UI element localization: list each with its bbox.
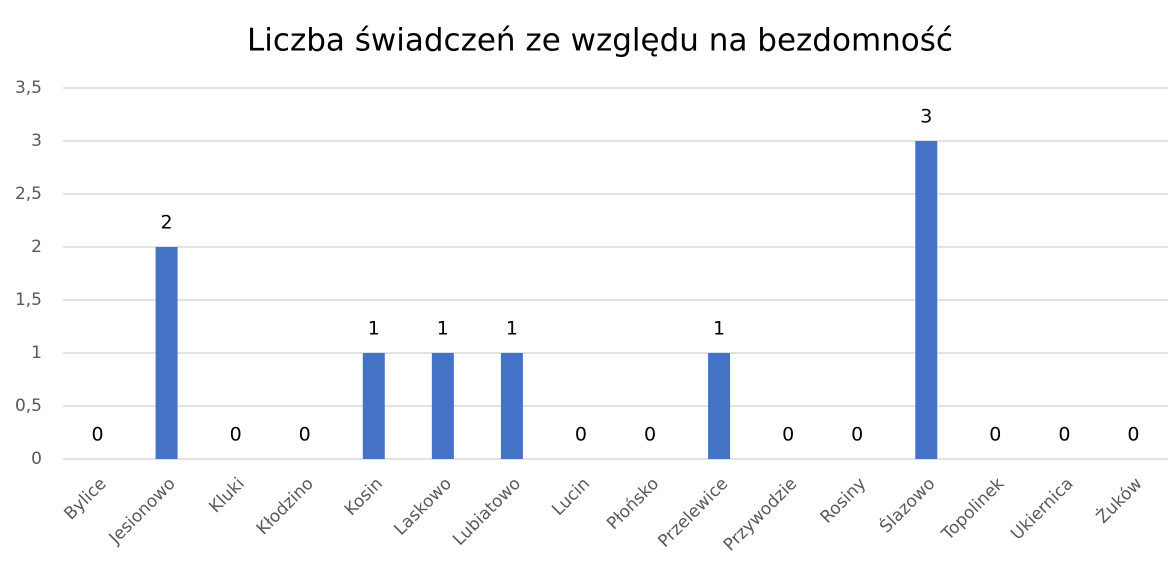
x-tick-label: Bylice — [60, 474, 110, 524]
y-tick-label: 1,5 — [15, 290, 42, 310]
chart-title: Liczba świadczeń ze względu na bezdomnoś… — [247, 23, 953, 59]
y-tick-label: 2 — [31, 237, 42, 257]
bar — [500, 353, 523, 459]
y-tick-label: 1 — [31, 343, 42, 363]
data-label: 1 — [506, 318, 518, 340]
data-label: 0 — [575, 424, 587, 446]
x-tick-label: Kłodzino — [253, 474, 318, 539]
data-label: 0 — [299, 424, 311, 446]
y-tick-label: 2,5 — [15, 184, 42, 204]
x-tick-label: Żuków — [1092, 473, 1146, 527]
data-label: 0 — [1127, 424, 1139, 446]
data-label: 0 — [1058, 424, 1070, 446]
x-tick-label: Przywodzie — [720, 474, 801, 555]
y-tick-label: 0,5 — [15, 396, 42, 416]
x-tick-label: Jesionowo — [105, 474, 180, 549]
bar — [155, 247, 178, 459]
data-label: 2 — [161, 212, 173, 234]
x-tick-label: Ślazowo — [875, 473, 940, 538]
x-tick-label: Ukiernica — [1007, 474, 1077, 544]
x-tick-label: Laskowo — [390, 474, 456, 540]
y-tick-label: 0 — [31, 449, 42, 469]
x-tick-label: Płońsko — [603, 474, 663, 534]
data-label: 0 — [851, 424, 863, 446]
x-tick-label: Kluki — [205, 474, 248, 517]
x-tick-label: Kosin — [341, 474, 387, 520]
bar — [915, 141, 938, 459]
bar — [362, 353, 385, 459]
data-label: 1 — [368, 318, 380, 340]
y-tick-label: 3 — [31, 131, 42, 151]
y-tick-label: 3,5 — [15, 78, 42, 98]
data-label: 1 — [713, 318, 725, 340]
data-label: 0 — [782, 424, 794, 446]
x-tick-label: Lucin — [548, 474, 594, 520]
x-tick-label: Lubiatowo — [449, 474, 525, 550]
data-label: 0 — [230, 424, 242, 446]
x-tick-label: Rosiny — [817, 474, 871, 528]
data-label: 1 — [437, 318, 449, 340]
data-label: 3 — [920, 106, 932, 128]
data-label: 0 — [644, 424, 656, 446]
data-label: 0 — [91, 424, 103, 446]
x-tick-label: Topolinek — [937, 474, 1008, 545]
bar — [708, 353, 731, 459]
bar — [431, 353, 454, 459]
data-label: 0 — [989, 424, 1001, 446]
